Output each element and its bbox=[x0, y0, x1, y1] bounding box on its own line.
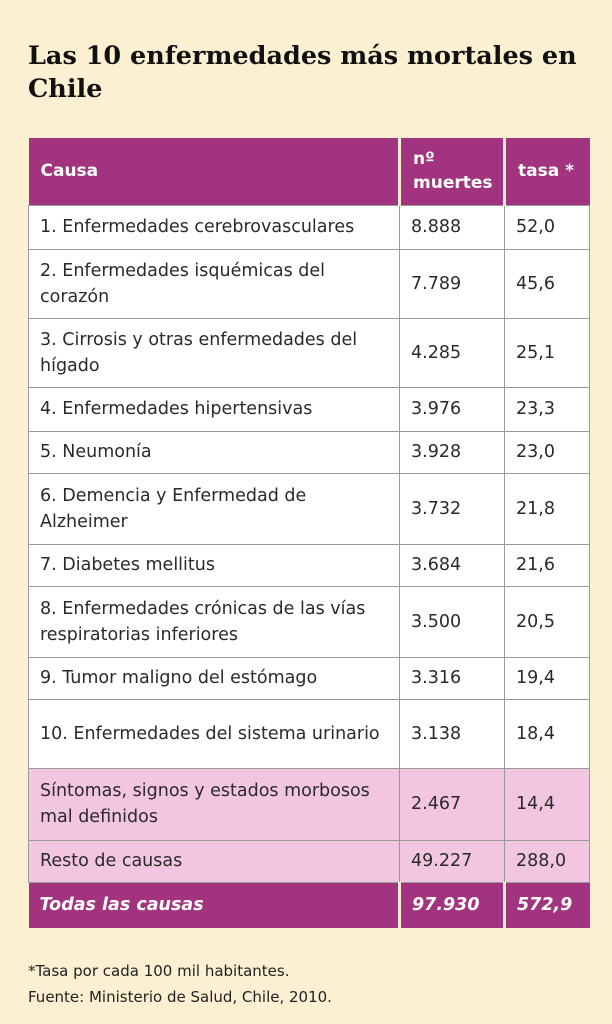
page-title: Las 10 enfermedades más mortales en Chil… bbox=[28, 41, 577, 104]
table-row: 1. Enfermedades cerebrovasculares 8.888 … bbox=[28, 204, 590, 250]
table-row: 6. Demencia y Enfermedad de Alzheimer 3.… bbox=[28, 472, 590, 545]
table-row: Síntomas, signos y estados morbosos mal … bbox=[28, 767, 590, 841]
table-row: 10. Enfermedades del sistema urinario 3.… bbox=[28, 698, 590, 769]
cell-muertes: 49.227 bbox=[399, 839, 505, 883]
cell-causa: 5. Neumonía bbox=[28, 430, 400, 474]
cell-causa: 7. Diabetes mellitus bbox=[28, 543, 400, 587]
footnote: *Tasa por cada 100 mil habitantes. bbox=[28, 962, 290, 980]
cell-muertes: 8.888 bbox=[399, 204, 505, 250]
cell-tasa: 14,4 bbox=[504, 767, 590, 841]
cell-causa: 6. Demencia y Enfermedad de Alzheimer bbox=[28, 472, 400, 545]
table-row: 8. Enfermedades crónicas de las vías res… bbox=[28, 585, 590, 658]
cell-muertes: 3.976 bbox=[399, 386, 505, 432]
table-row: 4. Enfermedades hipertensivas 3.976 23,3 bbox=[28, 386, 590, 432]
total-muertes: 97.930 bbox=[398, 882, 505, 928]
cell-muertes: 2.467 bbox=[399, 767, 505, 841]
mortality-table: Causa nº muertes tasa * 1. Enfermedades … bbox=[28, 138, 590, 928]
cell-causa: 10. Enfermedades del sistema urinario bbox=[28, 698, 400, 769]
cell-tasa: 288,0 bbox=[504, 839, 590, 883]
cell-causa: 8. Enfermedades crónicas de las vías res… bbox=[28, 585, 400, 658]
cell-causa: 4. Enfermedades hipertensivas bbox=[28, 386, 400, 432]
cell-muertes: 7.789 bbox=[399, 248, 505, 319]
cell-tasa: 23,0 bbox=[504, 430, 590, 474]
header-muertes: nº muertes bbox=[398, 138, 505, 205]
cell-causa: Resto de causas bbox=[28, 839, 400, 883]
cell-muertes: 3.928 bbox=[399, 430, 505, 474]
table-row: 9. Tumor maligno del estómago 3.316 19,4 bbox=[28, 656, 590, 700]
cell-causa: 2. Enfermedades isquémicas del corazón bbox=[28, 248, 400, 319]
cell-muertes: 3.732 bbox=[399, 472, 505, 545]
cell-muertes: 4.285 bbox=[399, 317, 505, 388]
cell-causa: 1. Enfermedades cerebrovasculares bbox=[28, 204, 400, 250]
header-tasa: tasa * bbox=[503, 138, 590, 205]
cell-causa: Síntomas, signos y estados morbosos mal … bbox=[28, 767, 400, 841]
header-causa: Causa bbox=[28, 138, 400, 205]
table-header-row: Causa nº muertes tasa * bbox=[28, 138, 590, 205]
cell-tasa: 23,3 bbox=[504, 386, 590, 432]
cell-muertes: 3.316 bbox=[399, 656, 505, 700]
source-note: Fuente: Ministerio de Salud, Chile, 2010… bbox=[28, 988, 332, 1006]
table-row: Resto de causas 49.227 288,0 bbox=[28, 839, 590, 883]
cell-muertes: 3.138 bbox=[399, 698, 505, 769]
cell-muertes: 3.684 bbox=[399, 543, 505, 587]
notes: *Tasa por cada 100 mil habitantes. Fuent… bbox=[28, 958, 588, 1010]
cell-tasa: 25,1 bbox=[504, 317, 590, 388]
cell-tasa: 20,5 bbox=[504, 585, 590, 658]
total-causa: Todas las causas bbox=[28, 882, 400, 928]
cell-causa: 3. Cirrosis y otras enfermedades del híg… bbox=[28, 317, 400, 388]
cell-causa: 9. Tumor maligno del estómago bbox=[28, 656, 400, 700]
table-row: 2. Enfermedades isquémicas del corazón 7… bbox=[28, 248, 590, 319]
cell-tasa: 19,4 bbox=[504, 656, 590, 700]
cell-tasa: 52,0 bbox=[504, 204, 590, 250]
table-row: 5. Neumonía 3.928 23,0 bbox=[28, 430, 590, 474]
total-row: Todas las causas 97.930 572,9 bbox=[28, 882, 590, 928]
table-row: 7. Diabetes mellitus 3.684 21,6 bbox=[28, 543, 590, 587]
cell-tasa: 21,6 bbox=[504, 543, 590, 587]
total-tasa: 572,9 bbox=[503, 882, 590, 928]
cell-tasa: 45,6 bbox=[504, 248, 590, 319]
cell-muertes: 3.500 bbox=[399, 585, 505, 658]
cell-tasa: 21,8 bbox=[504, 472, 590, 545]
cell-tasa: 18,4 bbox=[504, 698, 590, 769]
table-row: 3. Cirrosis y otras enfermedades del híg… bbox=[28, 317, 590, 388]
